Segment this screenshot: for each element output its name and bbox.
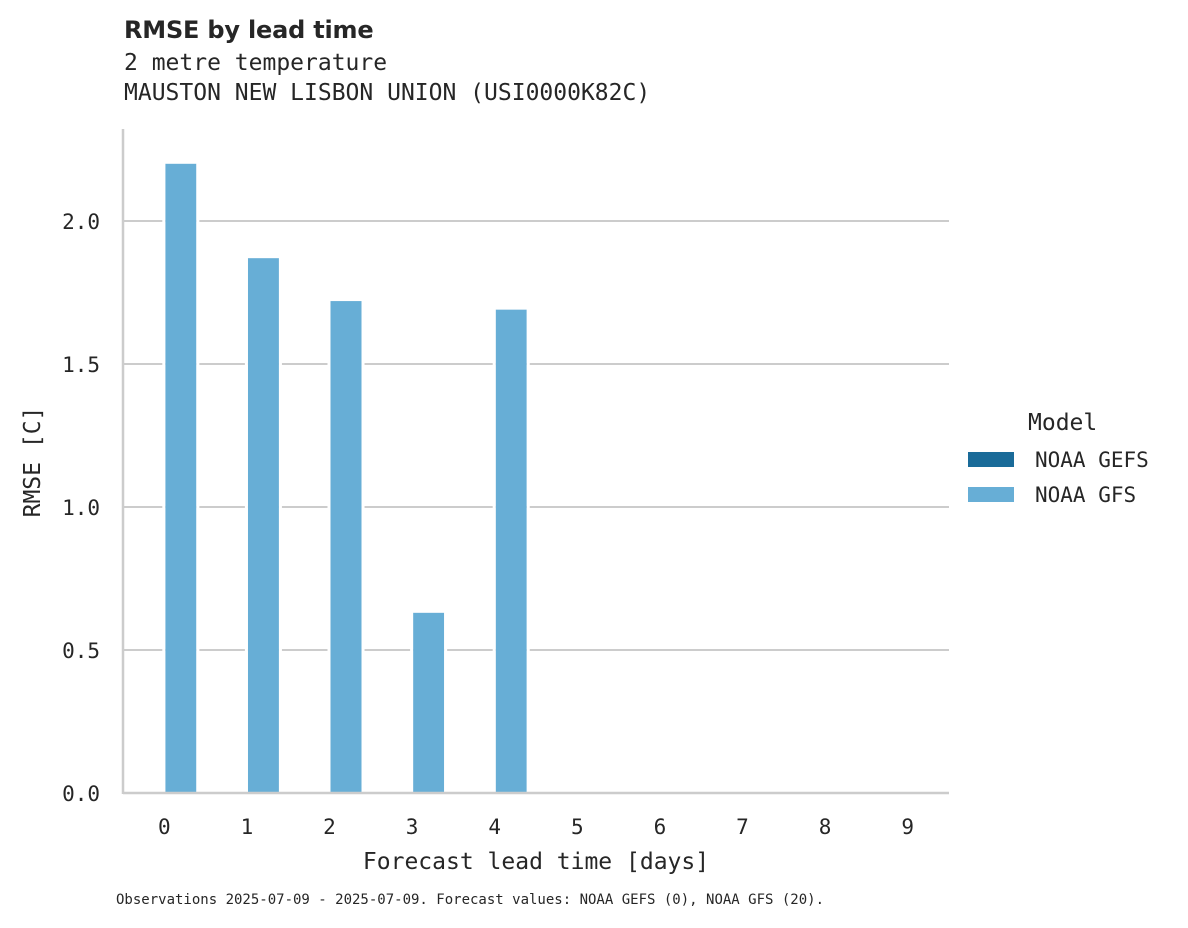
y-tick-label: 1.0	[62, 496, 100, 520]
footnote: Observations 2025-07-09 - 2025-07-09. Fo…	[116, 892, 825, 908]
x-tick-label: 6	[654, 815, 667, 839]
legend-label: NOAA GEFS	[1035, 447, 1149, 472]
bar-edge	[444, 612, 448, 793]
chart-title: RMSE by lead time	[124, 16, 374, 44]
legend-label: NOAA GFS	[1035, 482, 1137, 507]
y-tick-label: 1.5	[62, 353, 100, 377]
x-tick-label: 7	[736, 815, 749, 839]
bar-edge	[492, 309, 496, 793]
bar-edge	[244, 258, 248, 793]
bar-series	[162, 163, 530, 794]
y-tick-label: 0.5	[62, 639, 100, 663]
bar-edge	[162, 163, 166, 794]
legend-item-noaa-gfs: NOAA GFS	[968, 477, 1149, 512]
bar-edge	[410, 612, 414, 793]
y-tick-label: 0.0	[62, 782, 100, 806]
bar	[247, 258, 279, 793]
bar	[495, 309, 527, 793]
y-tick-labels: 0.0 0.5 1.0 1.5 2.0	[62, 210, 100, 806]
x-tick-label: 9	[901, 815, 914, 839]
x-tick-label: 1	[241, 815, 254, 839]
chart-subtitle-station: MAUSTON NEW LISBON UNION (USI0000K82C)	[124, 80, 651, 106]
y-axis-label: RMSE [C]	[20, 407, 46, 518]
bar	[165, 163, 197, 794]
axes	[121, 129, 949, 795]
legend-item-noaa-gefs: NOAA GEFS	[968, 442, 1149, 477]
bar-edge	[278, 258, 282, 793]
x-tick-label: 2	[323, 815, 336, 839]
x-tick-label: 5	[571, 815, 584, 839]
x-tick-labels: 0 1 2 3 4 5 6 7 8 9	[158, 815, 914, 839]
x-axis-label: Forecast lead time [days]	[363, 849, 709, 875]
y-tick-label: 2.0	[62, 210, 100, 234]
x-tick-label: 4	[488, 815, 501, 839]
bar-edge	[526, 309, 530, 793]
bar-edge	[361, 301, 365, 793]
x-tick-label: 8	[819, 815, 832, 839]
legend-swatch-noaa-gfs	[968, 487, 1014, 502]
x-tick-label: 3	[406, 815, 419, 839]
legend: Model NOAA GEFS NOAA GFS	[968, 410, 1149, 512]
legend-swatch-noaa-gefs	[968, 452, 1014, 467]
chart-subtitle-variable: 2 metre temperature	[124, 50, 388, 76]
bar	[330, 301, 362, 793]
legend-title: Model	[1028, 410, 1098, 436]
bar-edge	[327, 301, 331, 793]
bar	[413, 612, 445, 793]
x-tick-label: 0	[158, 815, 171, 839]
bar-edge	[196, 163, 200, 794]
